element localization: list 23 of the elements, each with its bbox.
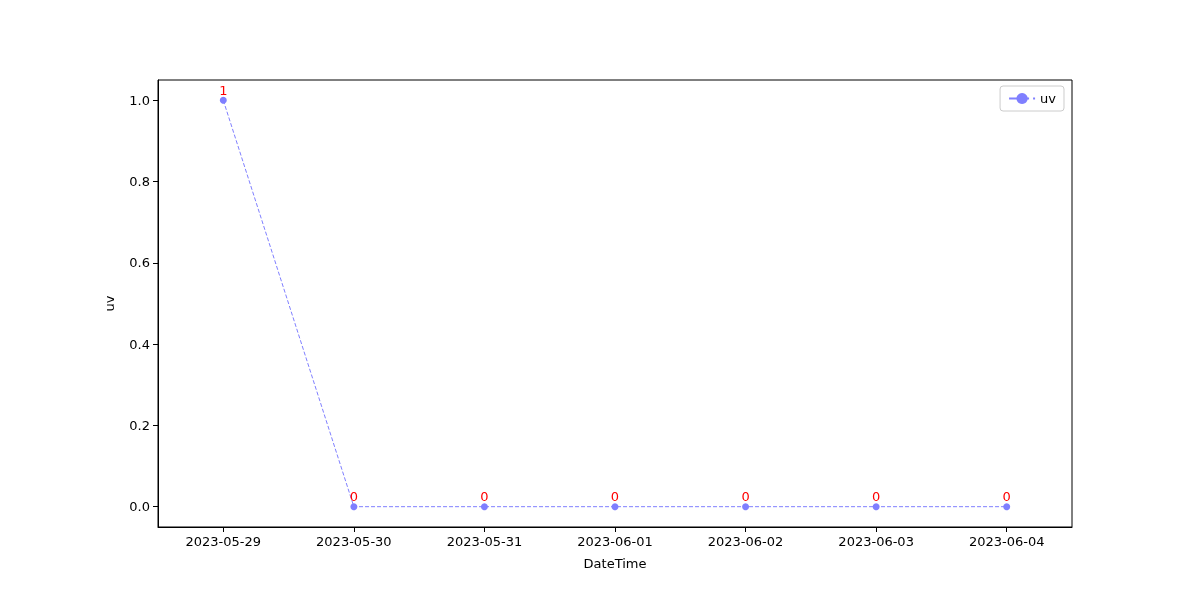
data-label: 0	[610, 489, 620, 505]
data-label: 0	[349, 489, 358, 505]
data-label: 0	[480, 489, 489, 505]
y-tick-label: 0.8	[129, 174, 150, 190]
x-tick-label: 2023-05-30	[316, 534, 392, 549]
data-label: 0	[741, 489, 750, 505]
x-tick-label: 2023-06-03	[838, 534, 914, 549]
x-tick-label: 2023-05-31	[446, 534, 523, 549]
x-tick-label: 2023-06-02	[707, 534, 784, 549]
x-axis-title: DateTime	[583, 556, 647, 571]
data-label: 1	[219, 82, 228, 98]
y-tick-label: 0.0	[129, 499, 150, 515]
x-tick-label: 2023-06-01	[577, 534, 653, 549]
data-label: 0	[872, 489, 881, 505]
x-tick-label: 2023-05-29	[185, 534, 262, 549]
y-tick-label: 0.6	[129, 255, 150, 271]
y-tick-label: 0.2	[129, 417, 150, 433]
y-tick-label: 0.4	[129, 336, 150, 352]
data-label: 0	[1002, 489, 1011, 505]
x-tick-label: 2023-06-04	[968, 534, 1045, 549]
legend-label: uv	[1040, 91, 1057, 106]
y-tick-label: 1.0	[129, 92, 150, 108]
y-axis-title: uv	[102, 295, 117, 312]
